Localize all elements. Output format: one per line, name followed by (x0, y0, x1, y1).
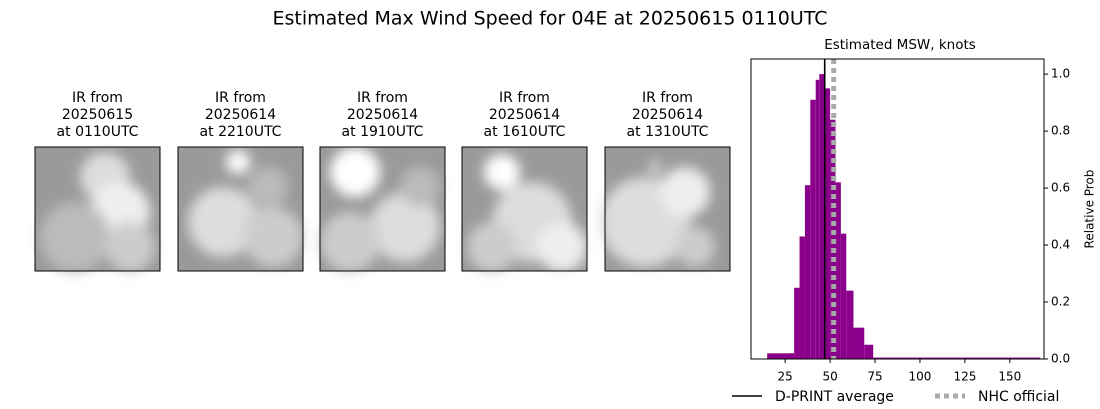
cloud (537, 222, 587, 272)
cloud (660, 167, 710, 217)
x-tick-label: 50 (822, 370, 837, 384)
cloud (105, 222, 155, 272)
y-tick-label: 0.6 (1051, 181, 1070, 195)
cloud (330, 147, 380, 197)
cloud (40, 202, 110, 272)
ir-image (34, 146, 161, 272)
y-tick-label: 1.0 (1051, 67, 1070, 81)
bar (819, 74, 825, 359)
y-tick-label: 0.8 (1051, 124, 1070, 138)
panel-title: 20250614 (347, 107, 418, 123)
cloud-texture (40, 152, 155, 272)
image-frame (34, 146, 161, 272)
cloud (467, 222, 517, 272)
y-axis-label: Relative Prob (1083, 170, 1097, 249)
cloud (248, 167, 288, 207)
y-tick-label: 0.4 (1051, 238, 1070, 252)
cloud-texture (188, 150, 303, 267)
figure-title: Estimated Max Wind Speed for 04E at 2025… (272, 8, 827, 30)
chart-title: Estimated MSW, knots (824, 37, 976, 53)
x-tick-label: 25 (778, 370, 793, 384)
legend-label: NHC official (978, 389, 1059, 405)
cloud-texture (600, 162, 715, 267)
panel-title: at 1910UTC (342, 124, 424, 140)
legend-label: D-PRINT average (775, 389, 894, 405)
bar (799, 236, 805, 359)
cloud (188, 187, 258, 257)
panel-title: at 2210UTC (200, 124, 282, 140)
image-frame (604, 146, 731, 272)
x-tick-label: 150 (998, 370, 1021, 384)
cloud (320, 212, 380, 272)
bar (840, 233, 847, 359)
bar (873, 357, 1041, 359)
image-frame (461, 146, 588, 272)
ir-image (461, 146, 588, 272)
panel-title: 20250615 (62, 107, 133, 123)
panel-title: IR from (357, 90, 408, 106)
bar (810, 99, 816, 360)
ir-image (177, 146, 304, 272)
panel-title: IR from (215, 90, 266, 106)
y-tick-label: 0.2 (1051, 295, 1070, 309)
x-tick-label: 100 (909, 370, 932, 384)
panel-title: 20250614 (632, 107, 703, 123)
image-frame (319, 146, 446, 272)
panel-title: 20250614 (205, 107, 276, 123)
bar (804, 185, 811, 359)
plot-frame (750, 58, 1045, 360)
cloud (370, 192, 440, 262)
ir-image (319, 146, 446, 272)
cloud (243, 207, 303, 267)
ir-image (600, 146, 731, 272)
bar (846, 290, 854, 359)
panel-title: at 0110UTC (57, 124, 139, 140)
bar (853, 327, 865, 359)
panel-title: at 1610UTC (484, 124, 566, 140)
bar (835, 182, 841, 359)
bar (824, 88, 831, 359)
x-tick-label: 125 (953, 370, 976, 384)
cloud (484, 154, 520, 190)
cloud (226, 150, 250, 174)
bar (864, 344, 874, 359)
x-tick-label: 75 (867, 370, 882, 384)
bar (794, 287, 800, 359)
cloud (400, 167, 440, 207)
image-frame (177, 146, 304, 272)
cloud (675, 227, 715, 267)
panel-title: IR from (72, 90, 123, 106)
y-tick-label: 0.0 (1051, 352, 1070, 366)
cloud (650, 162, 660, 172)
panel-title: IR from (499, 90, 550, 106)
bar (767, 353, 795, 359)
bar (815, 79, 820, 359)
cloud-texture (467, 154, 587, 272)
cloud-texture (320, 147, 440, 272)
panel-title: at 1310UTC (627, 124, 709, 140)
panel-title: IR from (642, 90, 693, 106)
panel-title: 20250614 (489, 107, 560, 123)
